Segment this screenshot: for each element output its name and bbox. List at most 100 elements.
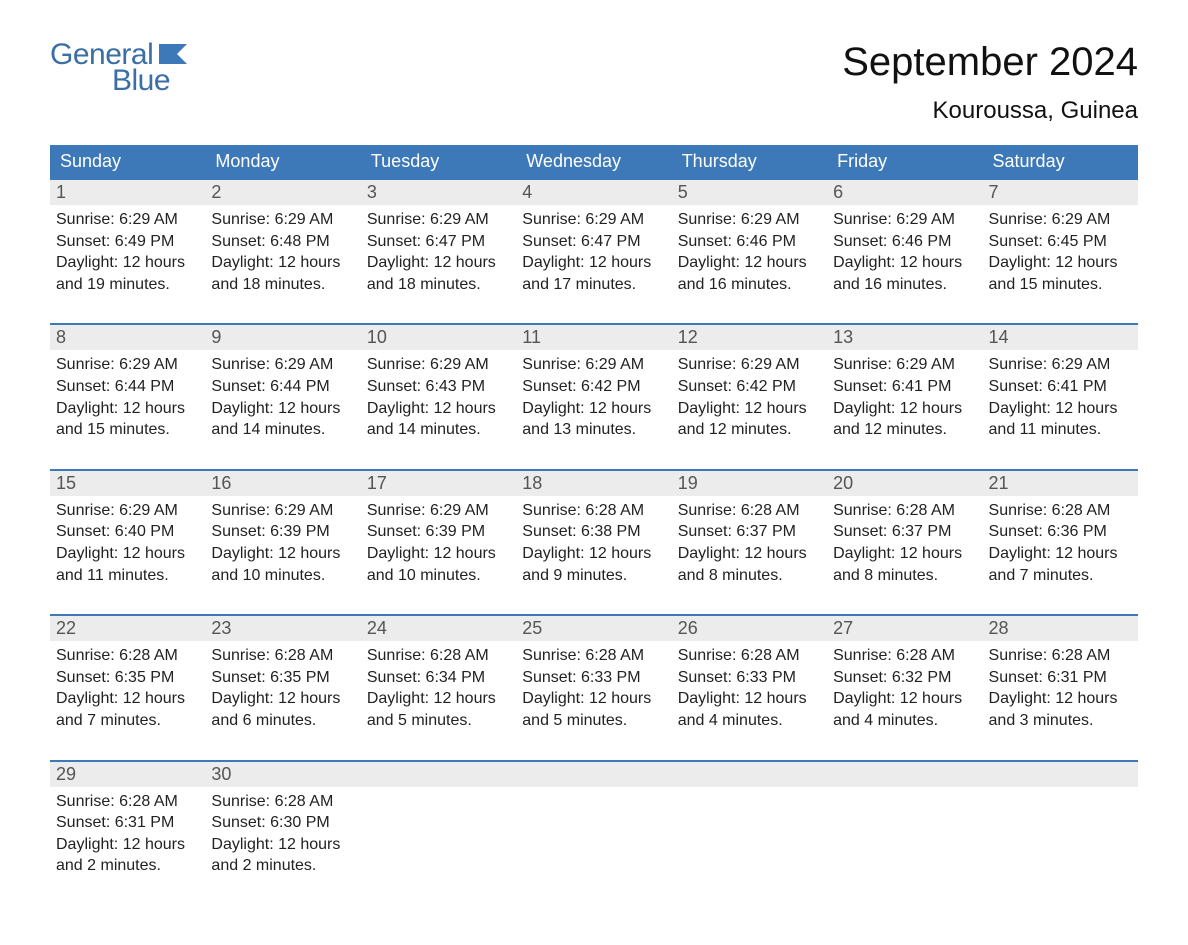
calendar-day: 26Sunrise: 6:28 AMSunset: 6:33 PMDayligh… <box>672 614 827 731</box>
sunset-line: Sunset: 6:39 PM <box>211 521 354 543</box>
daylight-line: Daylight: 12 hours and 15 minutes. <box>56 398 199 441</box>
sunset-line: Sunset: 6:34 PM <box>367 667 510 689</box>
day-details: Sunrise: 6:29 AMSunset: 6:44 PMDaylight:… <box>50 350 205 440</box>
sunrise-line: Sunrise: 6:28 AM <box>833 500 976 522</box>
sunset-line: Sunset: 6:47 PM <box>367 231 510 253</box>
day-details: Sunrise: 6:28 AMSunset: 6:31 PMDaylight:… <box>983 641 1138 731</box>
day-number: 30 <box>205 760 360 787</box>
calendar-day: 22Sunrise: 6:28 AMSunset: 6:35 PMDayligh… <box>50 614 205 731</box>
sunrise-line: Sunrise: 6:28 AM <box>211 791 354 813</box>
sunrise-line: Sunrise: 6:29 AM <box>989 209 1132 231</box>
daylight-line: Daylight: 12 hours and 11 minutes. <box>56 543 199 586</box>
sunrise-line: Sunrise: 6:29 AM <box>56 500 199 522</box>
day-details: Sunrise: 6:29 AMSunset: 6:43 PMDaylight:… <box>361 350 516 440</box>
day-number: 8 <box>50 323 205 350</box>
daylight-line: Daylight: 12 hours and 16 minutes. <box>678 252 821 295</box>
sunset-line: Sunset: 6:35 PM <box>211 667 354 689</box>
sunset-line: Sunset: 6:33 PM <box>522 667 665 689</box>
daylight-line: Daylight: 12 hours and 6 minutes. <box>211 688 354 731</box>
weekday-header: Tuesday <box>361 145 516 178</box>
calendar-day: 13Sunrise: 6:29 AMSunset: 6:41 PMDayligh… <box>827 323 982 440</box>
day-number: 7 <box>983 178 1138 205</box>
day-number: 11 <box>516 323 671 350</box>
sunset-line: Sunset: 6:41 PM <box>989 376 1132 398</box>
calendar-day: 10Sunrise: 6:29 AMSunset: 6:43 PMDayligh… <box>361 323 516 440</box>
weekday-header: Monday <box>205 145 360 178</box>
sunset-line: Sunset: 6:32 PM <box>833 667 976 689</box>
sunrise-line: Sunrise: 6:28 AM <box>833 645 976 667</box>
sunrise-line: Sunrise: 6:29 AM <box>367 500 510 522</box>
sunset-line: Sunset: 6:37 PM <box>833 521 976 543</box>
day-number: 17 <box>361 469 516 496</box>
location: Kouroussa, Guinea <box>842 97 1138 125</box>
calendar-week: 29Sunrise: 6:28 AMSunset: 6:31 PMDayligh… <box>50 760 1138 877</box>
sunrise-line: Sunrise: 6:29 AM <box>833 354 976 376</box>
day-number: 24 <box>361 614 516 641</box>
sunrise-line: Sunrise: 6:28 AM <box>367 645 510 667</box>
day-details: Sunrise: 6:29 AMSunset: 6:49 PMDaylight:… <box>50 205 205 295</box>
day-details: Sunrise: 6:28 AMSunset: 6:30 PMDaylight:… <box>205 787 360 877</box>
day-details: Sunrise: 6:28 AMSunset: 6:31 PMDaylight:… <box>50 787 205 877</box>
sunrise-line: Sunrise: 6:29 AM <box>211 209 354 231</box>
calendar-week: 22Sunrise: 6:28 AMSunset: 6:35 PMDayligh… <box>50 614 1138 731</box>
daylight-line: Daylight: 12 hours and 18 minutes. <box>211 252 354 295</box>
sunrise-line: Sunrise: 6:28 AM <box>56 791 199 813</box>
daylight-line: Daylight: 12 hours and 7 minutes. <box>56 688 199 731</box>
daylight-line: Daylight: 12 hours and 10 minutes. <box>211 543 354 586</box>
day-details: Sunrise: 6:29 AMSunset: 6:48 PMDaylight:… <box>205 205 360 295</box>
day-number: 26 <box>672 614 827 641</box>
daylight-line: Daylight: 12 hours and 4 minutes. <box>678 688 821 731</box>
calendar-day: 19Sunrise: 6:28 AMSunset: 6:37 PMDayligh… <box>672 469 827 586</box>
daylight-line: Daylight: 12 hours and 7 minutes. <box>989 543 1132 586</box>
sunset-line: Sunset: 6:38 PM <box>522 521 665 543</box>
title-block: September 2024 Kouroussa, Guinea <box>842 40 1138 125</box>
daylight-line: Daylight: 12 hours and 14 minutes. <box>211 398 354 441</box>
sunrise-line: Sunrise: 6:28 AM <box>678 500 821 522</box>
sunset-line: Sunset: 6:31 PM <box>989 667 1132 689</box>
calendar-day: 30Sunrise: 6:28 AMSunset: 6:30 PMDayligh… <box>205 760 360 877</box>
weekday-header: Thursday <box>672 145 827 178</box>
calendar-day: 14Sunrise: 6:29 AMSunset: 6:41 PMDayligh… <box>983 323 1138 440</box>
daylight-line: Daylight: 12 hours and 8 minutes. <box>833 543 976 586</box>
day-details: Sunrise: 6:28 AMSunset: 6:33 PMDaylight:… <box>516 641 671 731</box>
sunset-line: Sunset: 6:47 PM <box>522 231 665 253</box>
sunset-line: Sunset: 6:36 PM <box>989 521 1132 543</box>
day-number: 18 <box>516 469 671 496</box>
sunrise-line: Sunrise: 6:29 AM <box>56 209 199 231</box>
calendar-day: 7Sunrise: 6:29 AMSunset: 6:45 PMDaylight… <box>983 178 1138 295</box>
day-details: Sunrise: 6:28 AMSunset: 6:37 PMDaylight:… <box>672 496 827 586</box>
daylight-line: Daylight: 12 hours and 14 minutes. <box>367 398 510 441</box>
calendar-day: 12Sunrise: 6:29 AMSunset: 6:42 PMDayligh… <box>672 323 827 440</box>
day-details: Sunrise: 6:28 AMSunset: 6:33 PMDaylight:… <box>672 641 827 731</box>
day-details: Sunrise: 6:29 AMSunset: 6:42 PMDaylight:… <box>672 350 827 440</box>
day-number: 1 <box>50 178 205 205</box>
calendar-day: 21Sunrise: 6:28 AMSunset: 6:36 PMDayligh… <box>983 469 1138 586</box>
calendar-day: 1Sunrise: 6:29 AMSunset: 6:49 PMDaylight… <box>50 178 205 295</box>
sunrise-line: Sunrise: 6:29 AM <box>367 354 510 376</box>
sunrise-line: Sunrise: 6:29 AM <box>989 354 1132 376</box>
sunset-line: Sunset: 6:48 PM <box>211 231 354 253</box>
month-title: September 2024 <box>842 40 1138 85</box>
sunset-line: Sunset: 6:41 PM <box>833 376 976 398</box>
day-details: Sunrise: 6:28 AMSunset: 6:35 PMDaylight:… <box>50 641 205 731</box>
day-number: 2 <box>205 178 360 205</box>
calendar-day: 20Sunrise: 6:28 AMSunset: 6:37 PMDayligh… <box>827 469 982 586</box>
sunrise-line: Sunrise: 6:29 AM <box>833 209 976 231</box>
daylight-line: Daylight: 12 hours and 19 minutes. <box>56 252 199 295</box>
day-details: Sunrise: 6:28 AMSunset: 6:35 PMDaylight:… <box>205 641 360 731</box>
daylight-line: Daylight: 12 hours and 2 minutes. <box>56 834 199 877</box>
day-number: 16 <box>205 469 360 496</box>
day-details: Sunrise: 6:29 AMSunset: 6:45 PMDaylight:… <box>983 205 1138 295</box>
sunrise-line: Sunrise: 6:28 AM <box>56 645 199 667</box>
day-number: 23 <box>205 614 360 641</box>
day-details: Sunrise: 6:28 AMSunset: 6:34 PMDaylight:… <box>361 641 516 731</box>
day-number: 14 <box>983 323 1138 350</box>
day-details: Sunrise: 6:29 AMSunset: 6:44 PMDaylight:… <box>205 350 360 440</box>
daylight-line: Daylight: 12 hours and 10 minutes. <box>367 543 510 586</box>
day-details: Sunrise: 6:29 AMSunset: 6:42 PMDaylight:… <box>516 350 671 440</box>
weekday-header: Wednesday <box>516 145 671 178</box>
calendar-week: 8Sunrise: 6:29 AMSunset: 6:44 PMDaylight… <box>50 323 1138 440</box>
day-number: 28 <box>983 614 1138 641</box>
sunset-line: Sunset: 6:33 PM <box>678 667 821 689</box>
daylight-line: Daylight: 12 hours and 17 minutes. <box>522 252 665 295</box>
